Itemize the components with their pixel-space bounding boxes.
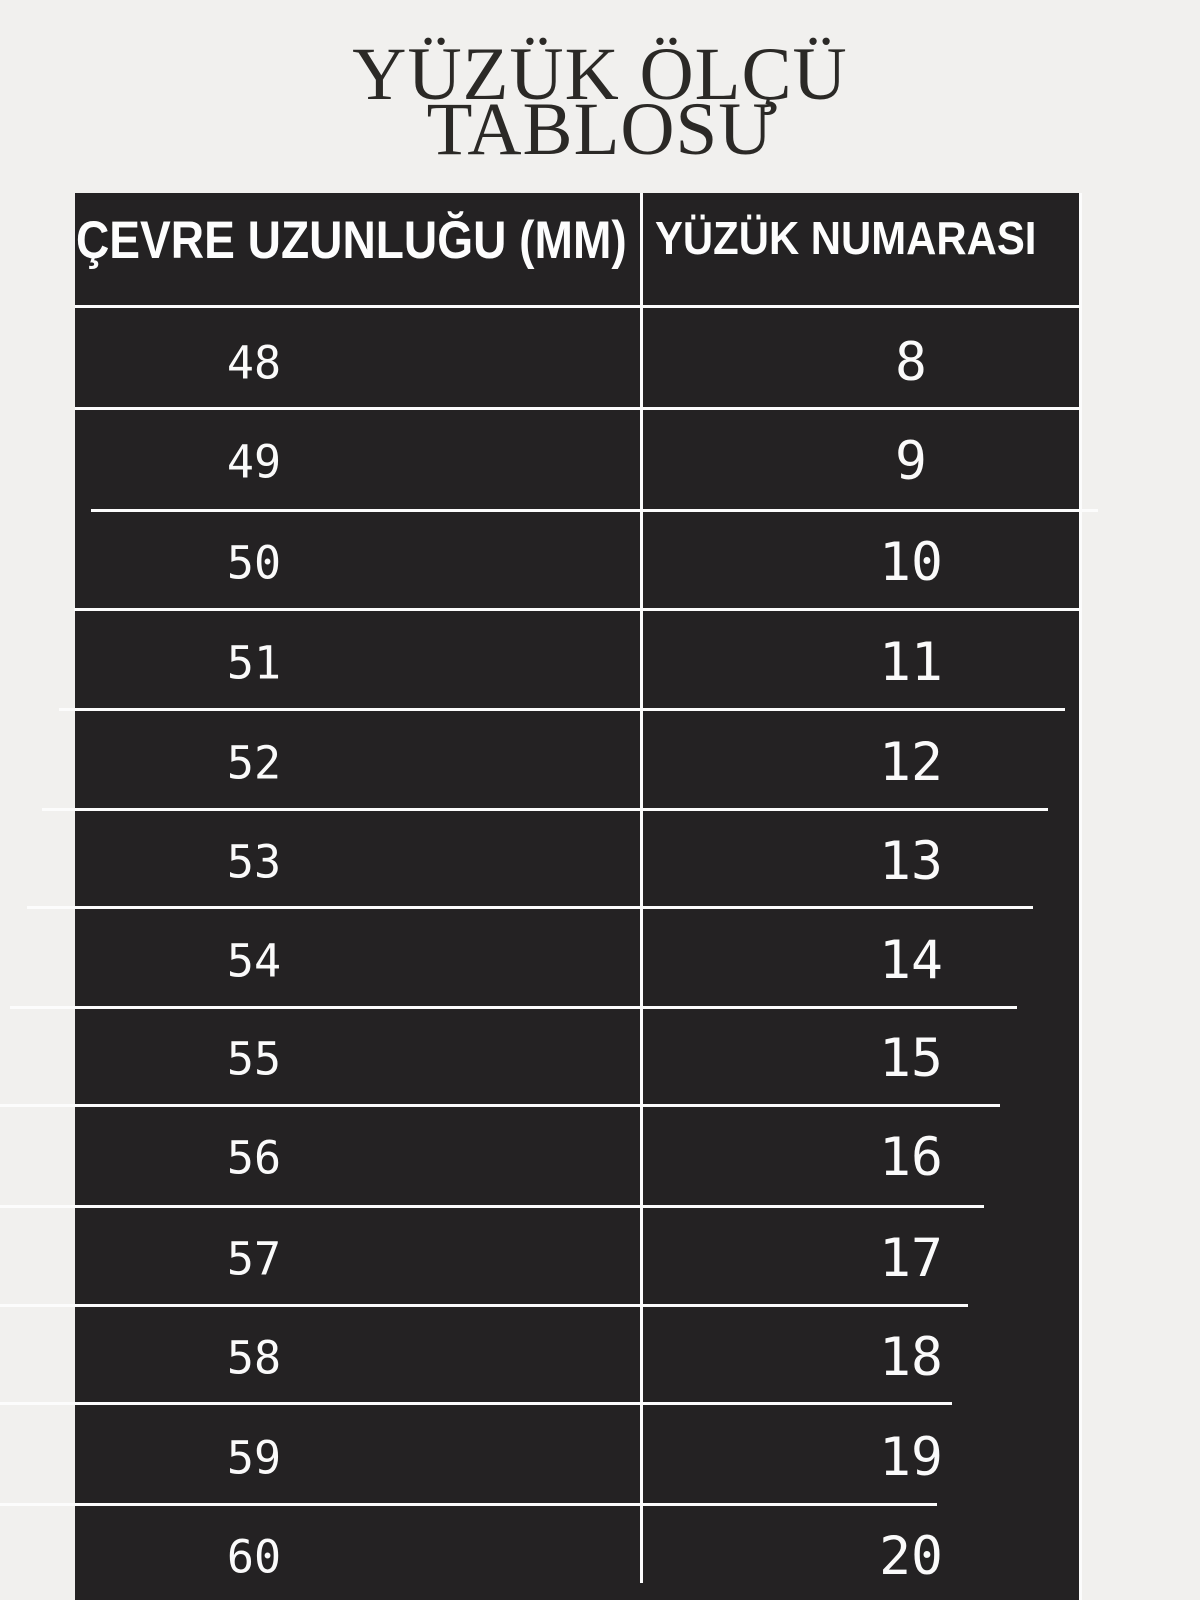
cell-ring-number: 12	[879, 732, 943, 794]
table-right-border	[1079, 193, 1082, 1600]
row-divider-line	[0, 1402, 952, 1405]
cell-ring-number: 19	[879, 1427, 943, 1489]
ring-size-table	[75, 193, 1082, 1600]
row-divider-line	[27, 906, 1033, 909]
row-divider-line	[91, 509, 1098, 512]
cell-circumference: 51	[226, 636, 282, 690]
cell-ring-number: 9	[895, 431, 927, 493]
cell-ring-number: 11	[879, 632, 943, 694]
cell-circumference: 53	[226, 835, 282, 889]
title-line-2: TABLOSU	[426, 88, 774, 171]
cell-ring-number: 14	[879, 930, 943, 992]
column-header-circumference: ÇEVRE UZUNLUĞU (MM)	[76, 211, 627, 271]
cell-ring-number: 8	[895, 332, 927, 394]
row-divider-line	[0, 1205, 984, 1208]
cell-ring-number: 20	[879, 1526, 943, 1588]
row-divider-line	[75, 305, 1082, 308]
cell-circumference: 60	[226, 1530, 282, 1584]
cell-circumference: 56	[226, 1131, 282, 1185]
row-divider-line	[0, 1503, 937, 1506]
cell-circumference: 50	[226, 536, 282, 590]
cell-ring-number: 10	[879, 532, 943, 594]
cell-circumference: 48	[226, 336, 282, 390]
row-divider-line	[0, 1304, 968, 1307]
cell-circumference: 58	[226, 1331, 282, 1385]
cell-ring-number: 18	[879, 1327, 943, 1389]
cell-circumference: 55	[226, 1032, 282, 1086]
cell-ring-number: 16	[879, 1127, 943, 1189]
title-line-1: YÜZÜK ÖLÇÜ	[352, 33, 848, 116]
cell-ring-number: 13	[879, 831, 943, 893]
column-header-ring-number: YÜZÜK NUMARASI	[655, 211, 1037, 264]
row-divider-line	[10, 1006, 1017, 1009]
cell-circumference: 57	[226, 1232, 282, 1286]
cell-circumference: 54	[226, 934, 282, 988]
cell-circumference: 52	[226, 736, 282, 790]
row-divider-line	[0, 1104, 1000, 1107]
cell-circumference: 49	[226, 435, 282, 489]
cell-circumference: 59	[226, 1431, 282, 1485]
cell-ring-number: 15	[879, 1028, 943, 1090]
cell-ring-number: 17	[879, 1228, 943, 1290]
column-divider-line	[640, 193, 643, 1583]
row-divider-line	[42, 808, 1048, 811]
row-divider-line	[75, 407, 1082, 410]
row-divider-line	[59, 708, 1065, 711]
row-divider-line	[74, 608, 1082, 611]
page-title: YÜZÜK ÖLÇÜ TABLOSU	[0, 0, 1200, 171]
